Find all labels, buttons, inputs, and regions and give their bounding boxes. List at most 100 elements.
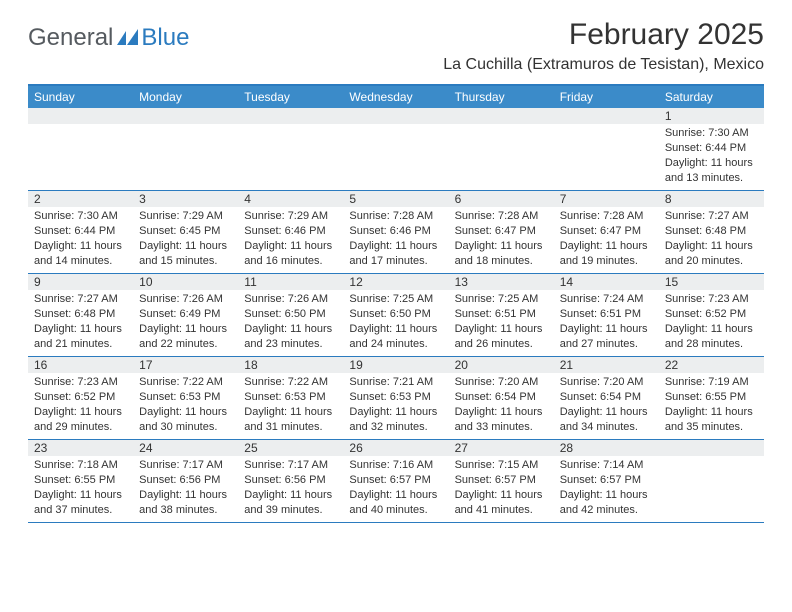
day-details: Sunrise: 7:29 AMSunset: 6:46 PMDaylight:… [238,207,343,268]
day-number: 16 [28,358,53,372]
week-row: 2Sunrise: 7:30 AMSunset: 6:44 PMDaylight… [28,191,764,274]
day-details: Sunrise: 7:15 AMSunset: 6:57 PMDaylight:… [449,456,554,517]
day-number: 6 [449,192,468,206]
day-cell: 25Sunrise: 7:17 AMSunset: 6:56 PMDayligh… [238,440,343,522]
day-number: 26 [343,441,368,455]
day-cell [659,440,764,522]
day-details: Sunrise: 7:22 AMSunset: 6:53 PMDaylight:… [133,373,238,434]
day-details: Sunrise: 7:16 AMSunset: 6:57 PMDaylight:… [343,456,448,517]
day-number-row: 14 [554,274,659,290]
day-details: Sunrise: 7:20 AMSunset: 6:54 PMDaylight:… [449,373,554,434]
day-cell: 6Sunrise: 7:28 AMSunset: 6:47 PMDaylight… [449,191,554,273]
day-details: Sunrise: 7:17 AMSunset: 6:56 PMDaylight:… [238,456,343,517]
day-cell: 4Sunrise: 7:29 AMSunset: 6:46 PMDaylight… [238,191,343,273]
day-cell: 11Sunrise: 7:26 AMSunset: 6:50 PMDayligh… [238,274,343,356]
day-number: 19 [343,358,368,372]
day-number: 9 [28,275,47,289]
day-cell [343,108,448,190]
day-header: Tuesday [238,86,343,108]
day-cell: 19Sunrise: 7:21 AMSunset: 6:53 PMDayligh… [343,357,448,439]
day-number: 11 [238,275,262,289]
day-number-row: 5 [343,191,448,207]
day-number: 25 [238,441,263,455]
day-number: 3 [133,192,152,206]
week-row: 23Sunrise: 7:18 AMSunset: 6:55 PMDayligh… [28,440,764,523]
day-number-row: 27 [449,440,554,456]
day-number-row [238,108,343,124]
month-title: February 2025 [443,18,764,52]
title-block: February 2025 La Cuchilla (Extramuros de… [443,18,764,74]
day-cell [28,108,133,190]
day-number: 21 [554,358,579,372]
day-number-row: 17 [133,357,238,373]
day-number-row: 21 [554,357,659,373]
day-number: 18 [238,358,263,372]
day-details: Sunrise: 7:14 AMSunset: 6:57 PMDaylight:… [554,456,659,517]
day-details: Sunrise: 7:25 AMSunset: 6:50 PMDaylight:… [343,290,448,351]
day-details: Sunrise: 7:21 AMSunset: 6:53 PMDaylight:… [343,373,448,434]
day-number-row: 20 [449,357,554,373]
day-details: Sunrise: 7:30 AMSunset: 6:44 PMDaylight:… [28,207,133,268]
day-cell: 12Sunrise: 7:25 AMSunset: 6:50 PMDayligh… [343,274,448,356]
day-number-row: 26 [343,440,448,456]
day-number-row [133,108,238,124]
day-number-row: 9 [28,274,133,290]
day-number-row: 22 [659,357,764,373]
day-cell: 27Sunrise: 7:15 AMSunset: 6:57 PMDayligh… [449,440,554,522]
day-number-row: 24 [133,440,238,456]
day-header: Monday [133,86,238,108]
day-number: 28 [554,441,579,455]
day-cell: 3Sunrise: 7:29 AMSunset: 6:45 PMDaylight… [133,191,238,273]
day-number: 23 [28,441,53,455]
day-details: Sunrise: 7:25 AMSunset: 6:51 PMDaylight:… [449,290,554,351]
day-header: Sunday [28,86,133,108]
day-number-row: 3 [133,191,238,207]
day-number-row: 16 [28,357,133,373]
day-number-row [28,108,133,124]
day-header: Saturday [659,86,764,108]
day-number-row [554,108,659,124]
day-number: 7 [554,192,573,206]
day-details: Sunrise: 7:27 AMSunset: 6:48 PMDaylight:… [28,290,133,351]
day-cell: 13Sunrise: 7:25 AMSunset: 6:51 PMDayligh… [449,274,554,356]
day-number: 8 [659,192,678,206]
day-details: Sunrise: 7:24 AMSunset: 6:51 PMDaylight:… [554,290,659,351]
day-number-row: 11 [238,274,343,290]
day-details: Sunrise: 7:27 AMSunset: 6:48 PMDaylight:… [659,207,764,268]
day-number: 15 [659,275,684,289]
day-cell: 2Sunrise: 7:30 AMSunset: 6:44 PMDaylight… [28,191,133,273]
logo-text-1: General [28,24,113,52]
day-number-row: 8 [659,191,764,207]
day-number-row: 4 [238,191,343,207]
day-number: 13 [449,275,474,289]
day-number-row [449,108,554,124]
day-cell: 15Sunrise: 7:23 AMSunset: 6:52 PMDayligh… [659,274,764,356]
day-cell: 24Sunrise: 7:17 AMSunset: 6:56 PMDayligh… [133,440,238,522]
location-label: La Cuchilla (Extramuros de Tesistan), Me… [443,56,764,74]
day-details: Sunrise: 7:28 AMSunset: 6:47 PMDaylight:… [449,207,554,268]
day-cell: 23Sunrise: 7:18 AMSunset: 6:55 PMDayligh… [28,440,133,522]
day-cell: 18Sunrise: 7:22 AMSunset: 6:53 PMDayligh… [238,357,343,439]
day-cell: 8Sunrise: 7:27 AMSunset: 6:48 PMDaylight… [659,191,764,273]
day-cell: 14Sunrise: 7:24 AMSunset: 6:51 PMDayligh… [554,274,659,356]
day-number-row: 6 [449,191,554,207]
day-details: Sunrise: 7:19 AMSunset: 6:55 PMDaylight:… [659,373,764,434]
day-number-row: 12 [343,274,448,290]
day-number-row: 15 [659,274,764,290]
day-details: Sunrise: 7:18 AMSunset: 6:55 PMDaylight:… [28,456,133,517]
day-number-row: 1 [659,108,764,124]
day-number: 2 [28,192,47,206]
week-row: 16Sunrise: 7:23 AMSunset: 6:52 PMDayligh… [28,357,764,440]
weeks-container: 1 Sunrise: 7:30 AMSunset: 6:44 PMDaylight… [28,108,764,523]
day-number-row: 18 [238,357,343,373]
logo-text-2: Blue [141,24,189,52]
day-number: 10 [133,275,158,289]
day-number-row: 10 [133,274,238,290]
day-cell: 5Sunrise: 7:28 AMSunset: 6:46 PMDaylight… [343,191,448,273]
day-cell: 9Sunrise: 7:27 AMSunset: 6:48 PMDaylight… [28,274,133,356]
day-number: 4 [238,192,257,206]
day-cell: 22Sunrise: 7:19 AMSunset: 6:55 PMDayligh… [659,357,764,439]
day-number-row [343,108,448,124]
day-number-row: 28 [554,440,659,456]
page-header: General Blue February 2025 La Cuchilla (… [28,18,764,74]
